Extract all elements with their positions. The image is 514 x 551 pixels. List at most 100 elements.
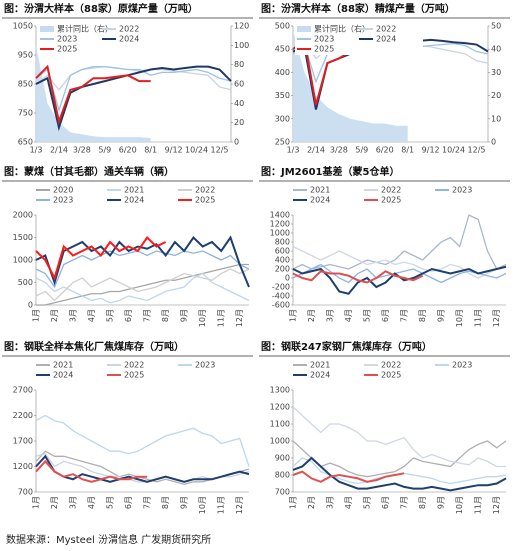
x-tick-label: 9月 bbox=[180, 309, 189, 322]
y-tick-label: 0 bbox=[28, 301, 33, 310]
x-tick-label: 6月 bbox=[124, 309, 133, 322]
x-tick-label: 11月 bbox=[217, 496, 226, 514]
x-tick-label: 10月 bbox=[455, 309, 464, 327]
x-tick-label: 3月 bbox=[69, 496, 78, 509]
x-tick-label: 10月 bbox=[455, 496, 464, 514]
chart-title: 图：钢联全样本焦化厂焦煤库存（万吨） bbox=[4, 340, 184, 353]
source-note: 数据来源：Mysteel 汾渭信息 广发期货研究所 bbox=[6, 533, 211, 546]
x-tick-label: 12月 bbox=[492, 309, 501, 327]
legend-label: 2025 bbox=[381, 196, 401, 205]
chart-title: 图：汾渭大样本（88家）原煤产量（万吨） bbox=[4, 2, 198, 15]
x-tick-label: 9/12 bbox=[165, 146, 183, 155]
y-tick-label: 800 bbox=[275, 238, 290, 247]
y-tick-label: 1200 bbox=[13, 462, 33, 471]
x-tick-label: 3/28 bbox=[73, 146, 91, 155]
x-tick-label: 7月 bbox=[400, 309, 409, 322]
x-tick-label: 9月 bbox=[437, 309, 446, 322]
x-tick-label: 8月 bbox=[418, 309, 427, 322]
y2-tick-label: 60 bbox=[234, 80, 244, 89]
y-tick-label: 1000 bbox=[270, 229, 290, 238]
legend-label: 2024 bbox=[376, 35, 396, 44]
chart-title: 图：钢联247家钢厂焦煤库存（万吨） bbox=[261, 340, 432, 353]
x-tick-label: 4月 bbox=[87, 496, 96, 509]
legend-label: 2021 bbox=[310, 186, 330, 195]
x-tick-label: 10月 bbox=[198, 496, 207, 514]
line bbox=[35, 65, 232, 113]
x-tick-label: 2/14 bbox=[50, 146, 68, 155]
line bbox=[35, 414, 250, 467]
x-tick-label: 11月 bbox=[217, 309, 226, 327]
x-tick-label: 10/24 bbox=[442, 146, 465, 155]
x-tick-label: 12月 bbox=[235, 309, 244, 327]
y2-tick-label: 30 bbox=[491, 68, 501, 77]
line bbox=[35, 64, 151, 126]
line bbox=[35, 235, 250, 288]
legend-label: 2024 bbox=[119, 35, 139, 44]
area bbox=[293, 30, 408, 142]
y-tick-label: -400 bbox=[272, 292, 290, 301]
y-tick-label: 750 bbox=[18, 109, 33, 118]
legend-label: 2024 bbox=[310, 196, 330, 205]
legend-label: 2020 bbox=[53, 186, 73, 195]
y-tick-label: 500 bbox=[18, 278, 33, 287]
x-tick-label: 9月 bbox=[437, 496, 446, 509]
x-tick-label: 5月 bbox=[363, 496, 372, 509]
legend-label: 2023 bbox=[452, 361, 472, 370]
x-tick-label: 8/1 bbox=[144, 146, 157, 155]
x-tick-label: 12/5 bbox=[211, 146, 229, 155]
x-tick-label: 6月 bbox=[381, 496, 390, 509]
y2-tick-label: 100 bbox=[234, 41, 249, 50]
line bbox=[292, 245, 507, 279]
y-tick-label: 1000 bbox=[13, 256, 33, 265]
y-tick-label: 350 bbox=[275, 91, 290, 100]
line bbox=[292, 214, 507, 270]
chart-title: 图：JM2601基差（蒙5仓单） bbox=[261, 165, 399, 178]
y-tick-label: 1400 bbox=[270, 211, 290, 220]
x-tick-label: 3月 bbox=[326, 496, 335, 509]
legend-label: 2023 bbox=[57, 35, 77, 44]
area bbox=[36, 45, 151, 143]
x-tick-label: 8月 bbox=[161, 496, 170, 509]
x-tick-label: 10/24 bbox=[185, 146, 208, 155]
y2-tick-label: 10 bbox=[491, 114, 501, 123]
x-tick-label: 2月 bbox=[50, 309, 59, 322]
y-tick-label: 450 bbox=[275, 45, 290, 54]
x-tick-label: 2月 bbox=[307, 496, 316, 509]
x-tick-label: 9/12 bbox=[422, 146, 440, 155]
legend-label: 2022 bbox=[195, 186, 215, 195]
x-tick-label: 5月 bbox=[106, 309, 115, 322]
legend-label: 2023 bbox=[314, 35, 334, 44]
line bbox=[35, 65, 232, 132]
x-tick-label: 11月 bbox=[474, 496, 483, 514]
x-tick-label: 4月 bbox=[344, 496, 353, 509]
x-tick-label: 2月 bbox=[307, 309, 316, 322]
x-tick-label: 7月 bbox=[143, 496, 152, 509]
x-tick-label: 1/3 bbox=[287, 146, 300, 155]
y-tick-label: 400 bbox=[275, 68, 290, 77]
y2-tick-label: 0 bbox=[234, 138, 239, 147]
legend-label: 2022 bbox=[376, 25, 396, 34]
legend-label: 2023 bbox=[195, 361, 215, 370]
x-tick-label: 3/28 bbox=[330, 146, 348, 155]
y-tick-label: 1300 bbox=[270, 386, 290, 395]
y-tick-label: 400 bbox=[275, 256, 290, 265]
x-tick-label: 12/5 bbox=[468, 146, 486, 155]
x-tick-label: 9月 bbox=[180, 496, 189, 509]
x-tick-label: 6/20 bbox=[119, 146, 137, 155]
x-tick-label: 11月 bbox=[474, 309, 483, 327]
x-tick-label: 6月 bbox=[381, 309, 390, 322]
y2-tick-label: 20 bbox=[491, 91, 501, 100]
y-tick-label: 850 bbox=[18, 80, 33, 89]
legend-label: 2025 bbox=[124, 371, 144, 380]
line bbox=[35, 268, 250, 302]
x-tick-label: 6/20 bbox=[376, 146, 394, 155]
y-tick-label: 2200 bbox=[13, 411, 33, 420]
x-tick-label: 6月 bbox=[124, 496, 133, 509]
x-tick-label: 12月 bbox=[235, 496, 244, 514]
line bbox=[35, 459, 148, 483]
y2-tick-label: 80 bbox=[234, 60, 244, 69]
legend-label: 2022 bbox=[381, 361, 401, 370]
y-tick-label: 200 bbox=[275, 265, 290, 274]
legend-label: 2023 bbox=[53, 196, 73, 205]
